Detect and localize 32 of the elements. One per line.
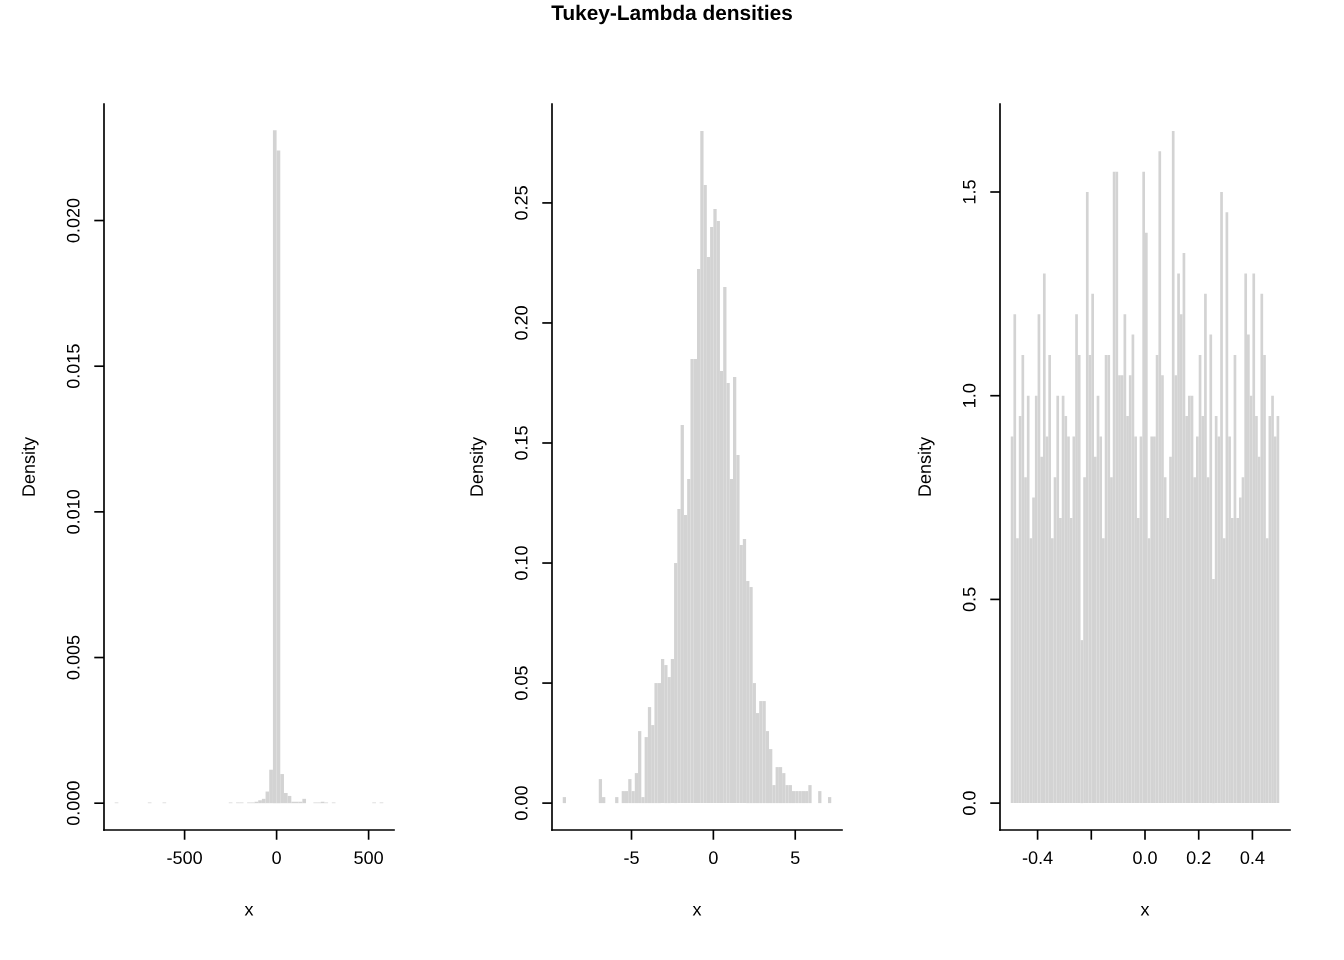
x-tick-label: 0 <box>709 851 718 865</box>
chart-title: Tukey-Lambda densities <box>551 4 792 25</box>
y-tick-label: 0.015 <box>66 344 80 389</box>
x-axis-title: x <box>692 905 702 916</box>
x-tick-label: 0.4 <box>1240 851 1265 865</box>
y-tick-label: 0.5 <box>962 587 976 612</box>
x-tick-label: 5 <box>790 851 800 865</box>
y-tick-label: 1.5 <box>963 180 976 204</box>
x-tick-label: 0 <box>272 851 281 865</box>
x-axis-title: x <box>244 905 254 916</box>
y-tick-label: 0.05 <box>514 666 528 700</box>
x-tick-label: -5 <box>624 851 639 865</box>
y-tick-label: 0.005 <box>66 635 80 680</box>
y-axis-title: Density <box>917 436 935 496</box>
x-tick-label: -0.4 <box>1022 851 1053 865</box>
x-tick-label: -500 <box>167 851 202 865</box>
y-tick-label: 0.0 <box>962 791 976 815</box>
x-tick-label: 500 <box>354 851 383 865</box>
y-tick-label: 1.0 <box>962 383 976 407</box>
y-tick-label: 0.020 <box>66 198 80 243</box>
x-tick-label: 0.0 <box>1133 851 1157 865</box>
y-tick-label: 0.15 <box>514 426 528 460</box>
y-tick-label: 0.10 <box>514 546 528 580</box>
x-tick-label: 0.2 <box>1186 851 1211 865</box>
y-axis-title: Density <box>469 436 487 496</box>
y-tick-label: 0.000 <box>66 781 80 826</box>
y-tick-label: 0.010 <box>66 489 80 534</box>
y-tick-label: 0.20 <box>514 306 528 340</box>
y-tick-label: 0.00 <box>514 786 528 820</box>
y-axis-title: Density <box>21 436 39 496</box>
y-tick-label: 0.25 <box>514 186 528 220</box>
x-axis-title: x <box>1140 905 1150 916</box>
